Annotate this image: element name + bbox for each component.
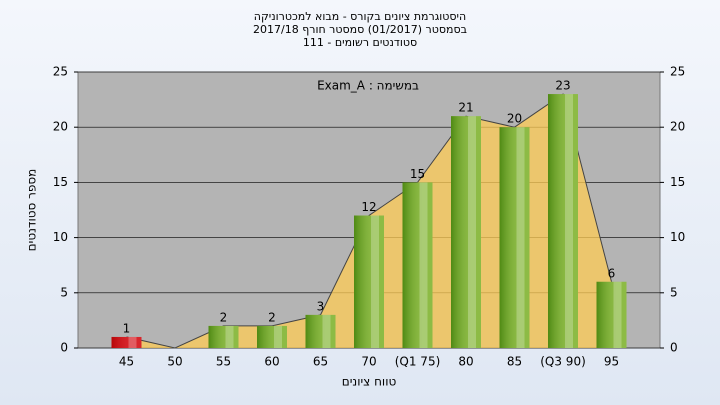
y-tick-label: 25 [53, 65, 68, 79]
data-label: 6 [608, 266, 616, 280]
bar-shade [499, 127, 530, 348]
bar-shade [111, 336, 142, 348]
x-tick-label: 45 [119, 355, 134, 369]
bar-shine [128, 336, 137, 348]
bar-shade [208, 325, 239, 348]
data-label: 15 [410, 167, 425, 181]
data-label: 2 [220, 310, 228, 324]
y2-tick-label: 10 [670, 230, 685, 244]
bar-shine [516, 127, 525, 348]
y2-tick-label: 0 [670, 341, 678, 355]
bar-shine [322, 314, 331, 348]
data-label: 3 [317, 299, 325, 313]
data-label: 20 [507, 112, 522, 126]
y-axis-label: מספר סטודנטים [25, 169, 39, 252]
bar-shine [419, 182, 428, 348]
x-tick-label: 95 [604, 355, 619, 369]
bar-shade [451, 116, 481, 348]
bar-shine [468, 116, 476, 348]
x-axis-label: טווח ציונים [342, 375, 397, 389]
y2-tick-label: 15 [670, 175, 685, 189]
bar-shine [225, 325, 234, 348]
data-label: 23 [555, 79, 570, 93]
x-tick-label: 60 [264, 355, 279, 369]
bar-shade [548, 94, 578, 348]
y-tick-label: 15 [53, 175, 68, 189]
y2-tick-label: 5 [670, 285, 678, 299]
bar-shine [274, 325, 282, 348]
x-tick-label: 85 [507, 355, 522, 369]
annotation: Exam_A : במשימה [317, 79, 419, 93]
bar-shade [305, 314, 336, 348]
y-tick-label: 20 [53, 120, 68, 134]
chart-subtitle: בסמסטר (01/2017) סמסטר חורף 2017/18 [253, 23, 467, 36]
data-label: 2 [268, 310, 276, 324]
bar-shade [257, 325, 287, 348]
bar-shine [371, 215, 379, 348]
bar-shade [596, 281, 627, 348]
y-tick-label: 5 [60, 285, 68, 299]
x-tick-label: (Q1 75) [395, 355, 441, 369]
x-tick-label: (Q3 90) [540, 355, 586, 369]
x-tick-label: 80 [458, 355, 473, 369]
x-tick-label: 50 [167, 355, 182, 369]
bar-shine [565, 94, 573, 348]
bar-shine [613, 281, 622, 348]
y2-tick-label: 20 [670, 120, 685, 134]
x-tick-label: 55 [216, 355, 231, 369]
y2-tick-label: 25 [670, 65, 685, 79]
data-label: 12 [361, 200, 376, 214]
bar-shade [354, 215, 384, 348]
data-label: 21 [458, 101, 473, 115]
bar-shade [402, 182, 433, 348]
chart-title: היסטוגרמת ציונים בקורס - מבוא למכטרוניקה [254, 10, 466, 23]
data-label: 1 [123, 321, 131, 335]
x-tick-label: 70 [361, 355, 376, 369]
y-tick-label: 0 [60, 341, 68, 355]
chart-subtitle: סטודנטים רשומים - 111 [303, 36, 417, 49]
y-tick-label: 10 [53, 230, 68, 244]
x-tick-label: 65 [313, 355, 328, 369]
